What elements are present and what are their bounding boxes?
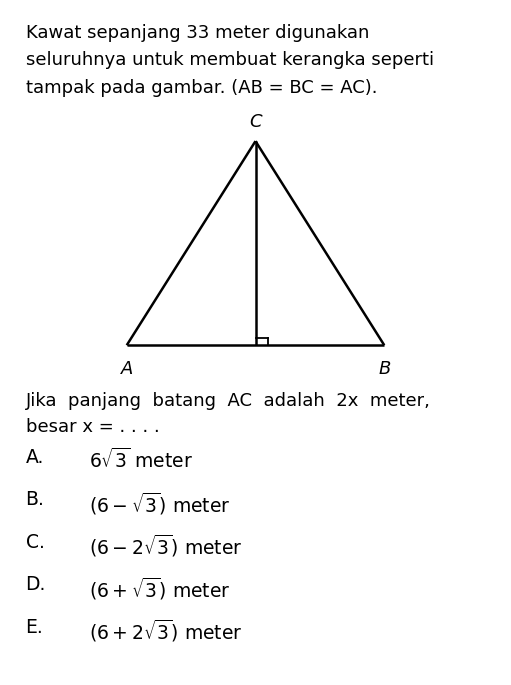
Text: E.: E.	[26, 618, 43, 637]
Text: A.: A.	[26, 448, 44, 467]
Text: tampak pada gambar. (AB = BC = AC).: tampak pada gambar. (AB = BC = AC).	[26, 79, 377, 97]
Text: $(6 - 2\sqrt{3})$ meter: $(6 - 2\sqrt{3})$ meter	[89, 533, 243, 559]
Text: Kawat sepanjang 33 meter digunakan: Kawat sepanjang 33 meter digunakan	[26, 24, 369, 42]
Text: B.: B.	[26, 490, 44, 510]
Text: besar x = . . . .: besar x = . . . .	[26, 418, 159, 436]
Text: $(6 - \sqrt{3})$ meter: $(6 - \sqrt{3})$ meter	[89, 490, 231, 516]
Text: B: B	[378, 360, 390, 378]
Text: D.: D.	[26, 575, 46, 595]
Text: $6\sqrt{3}$ meter: $6\sqrt{3}$ meter	[89, 448, 193, 472]
Text: C: C	[249, 113, 262, 132]
Text: $(6 + 2\sqrt{3})$ meter: $(6 + 2\sqrt{3})$ meter	[89, 618, 243, 644]
Text: seluruhnya untuk membuat kerangka seperti: seluruhnya untuk membuat kerangka sepert…	[26, 51, 434, 69]
Text: $(6 + \sqrt{3})$ meter: $(6 + \sqrt{3})$ meter	[89, 575, 231, 601]
Text: A: A	[121, 360, 133, 378]
Text: C.: C.	[26, 533, 44, 552]
Text: Jika  panjang  batang  AC  adalah  2x  meter,: Jika panjang batang AC adalah 2x meter,	[26, 392, 430, 410]
